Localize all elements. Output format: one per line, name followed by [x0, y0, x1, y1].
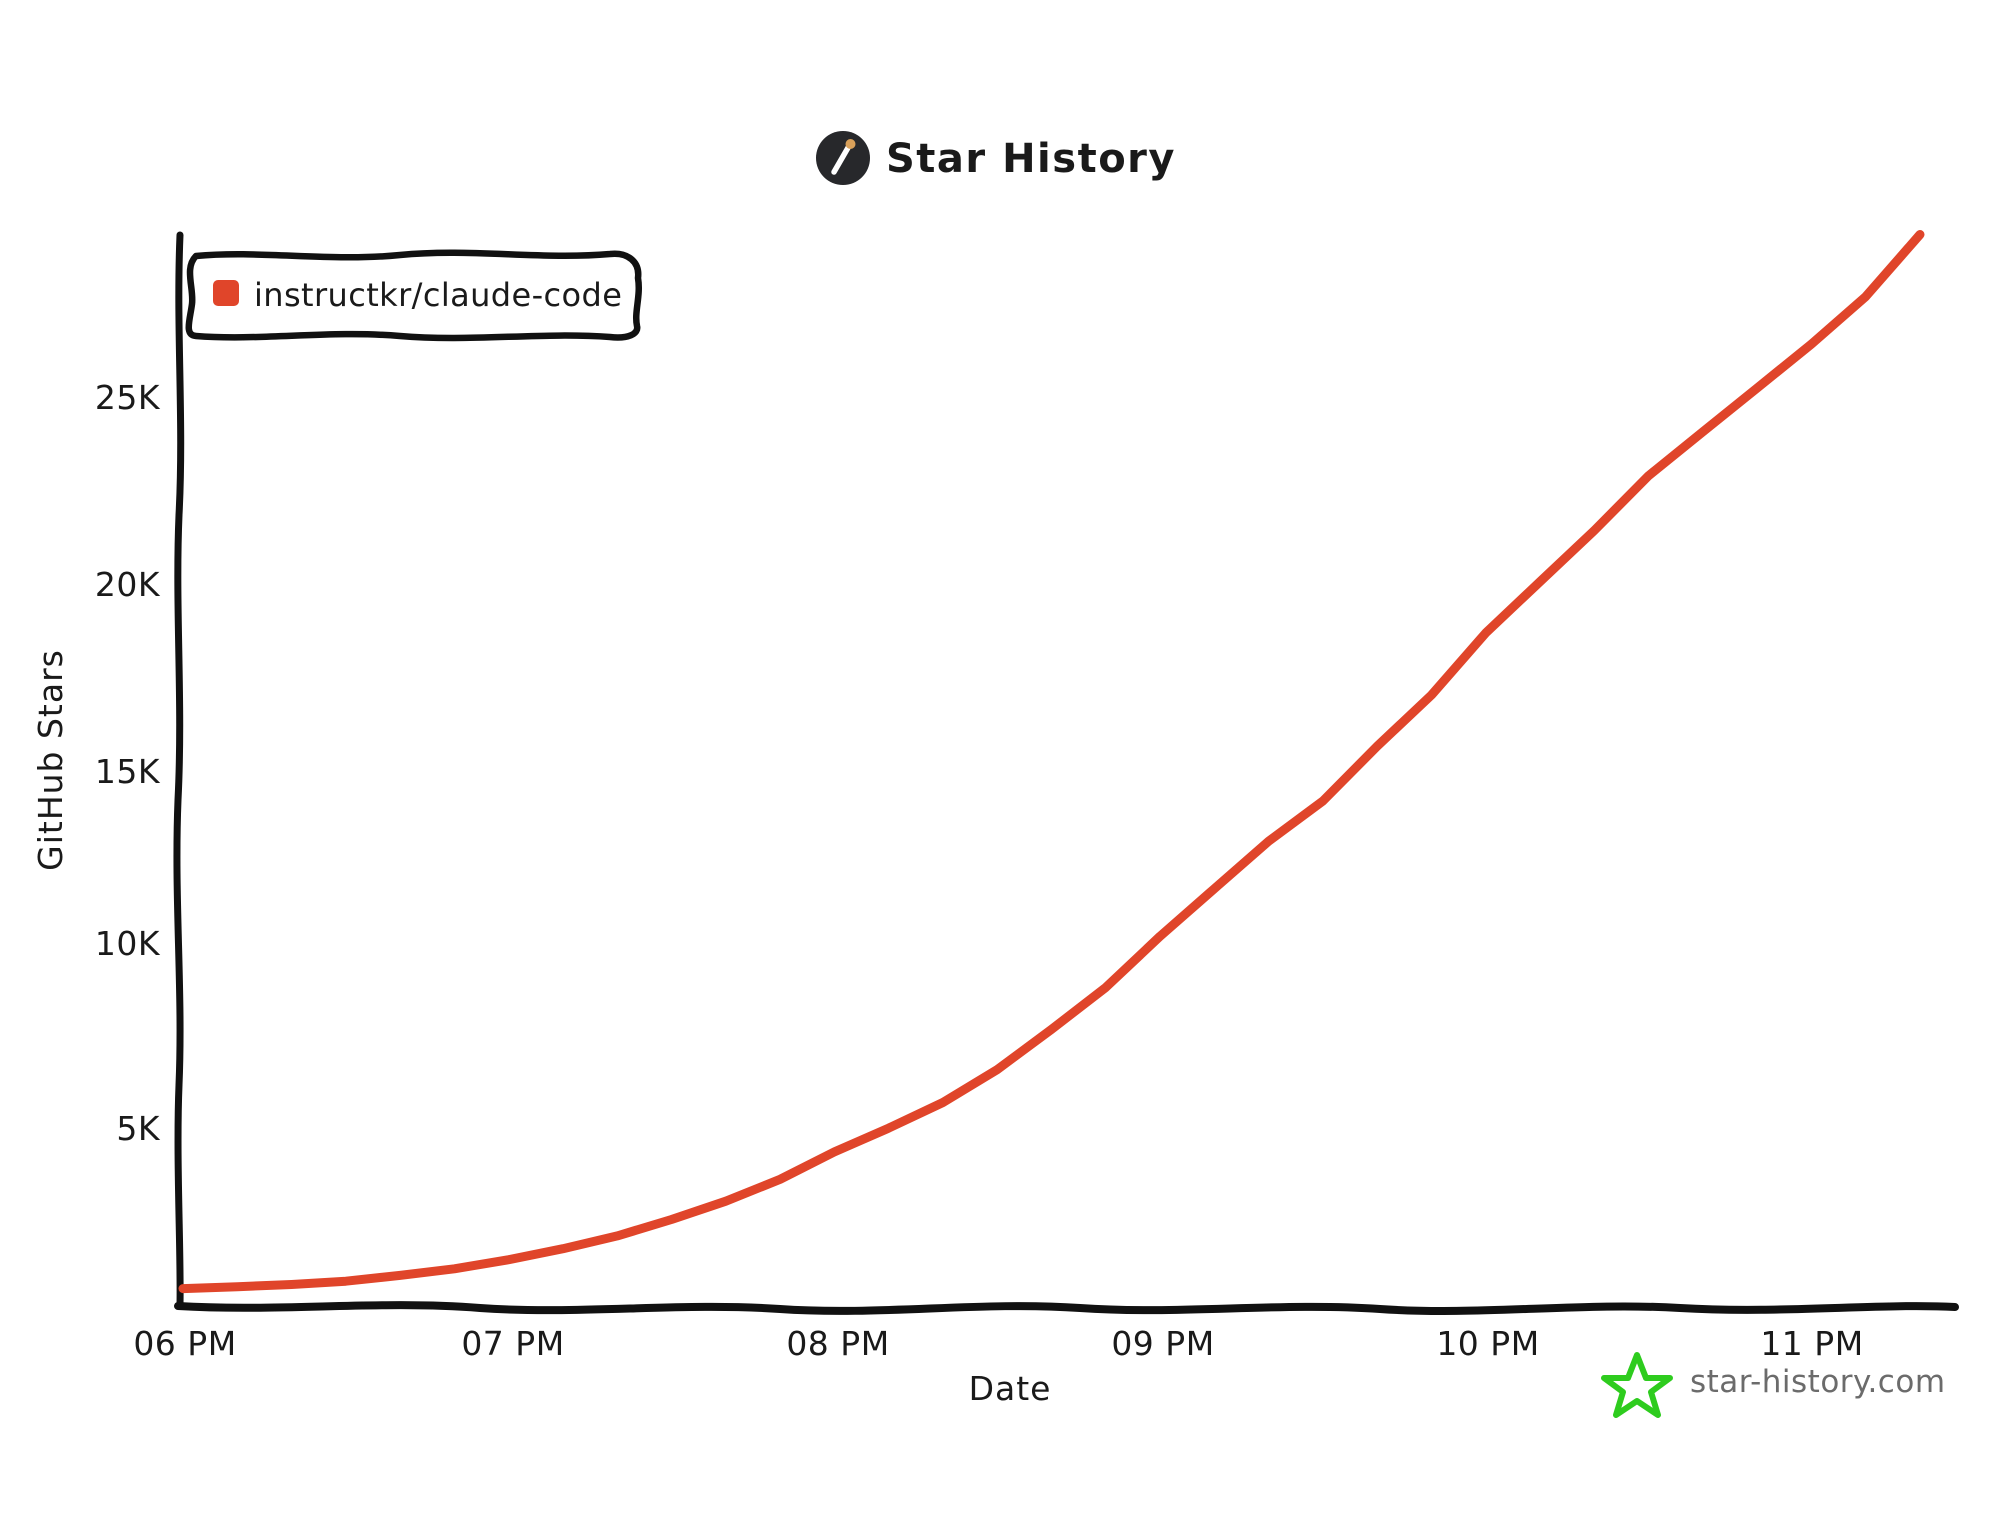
- watermark[interactable]: star-history.com: [1601, 1352, 1946, 1418]
- legend-box: [185, 249, 642, 342]
- y-tick-label: 25K: [95, 378, 161, 417]
- y-tick-label: 5K: [116, 1109, 160, 1148]
- x-axis-line: [174, 1301, 1959, 1316]
- legend-entry-label: instructkr/claude-code: [254, 276, 622, 314]
- x-tick-label: 06 PM: [133, 1324, 236, 1363]
- green-star-icon: [1601, 1352, 1673, 1418]
- chart-title-group: Star History: [816, 131, 1176, 185]
- y-tick-label: 10K: [95, 924, 161, 963]
- pen-shaft-icon: [831, 143, 852, 175]
- y-axis-line: [173, 231, 185, 1309]
- watermark-label: star-history.com: [1690, 1364, 1946, 1400]
- pen-tip-icon: [845, 139, 856, 149]
- y-axis-title: GitHub Stars: [31, 649, 70, 871]
- x-tick-label: 11 PM: [1760, 1324, 1863, 1363]
- legend-marker-icon: [213, 280, 239, 306]
- page-title: Star History: [886, 136, 1176, 182]
- series-instructkr-claude-code: [178, 230, 1925, 1294]
- x-tick-label: 10 PM: [1436, 1324, 1539, 1363]
- y-axis-ticks: 25K 20K 15K 10K 5K: [95, 378, 161, 1148]
- y-tick-label: 15K: [95, 752, 161, 791]
- series-line: [178, 230, 1925, 1294]
- x-axis-title: Date: [969, 1369, 1052, 1408]
- y-tick-label: 20K: [95, 565, 161, 604]
- x-axis-ticks: 06 PM 07 PM 08 PM 09 PM 10 PM 11 PM: [133, 1324, 1863, 1363]
- x-tick-label: 09 PM: [1111, 1324, 1214, 1363]
- x-tick-label: 08 PM: [786, 1324, 889, 1363]
- x-tick-label: 07 PM: [461, 1324, 564, 1363]
- legend[interactable]: instructkr/claude-code: [185, 249, 642, 342]
